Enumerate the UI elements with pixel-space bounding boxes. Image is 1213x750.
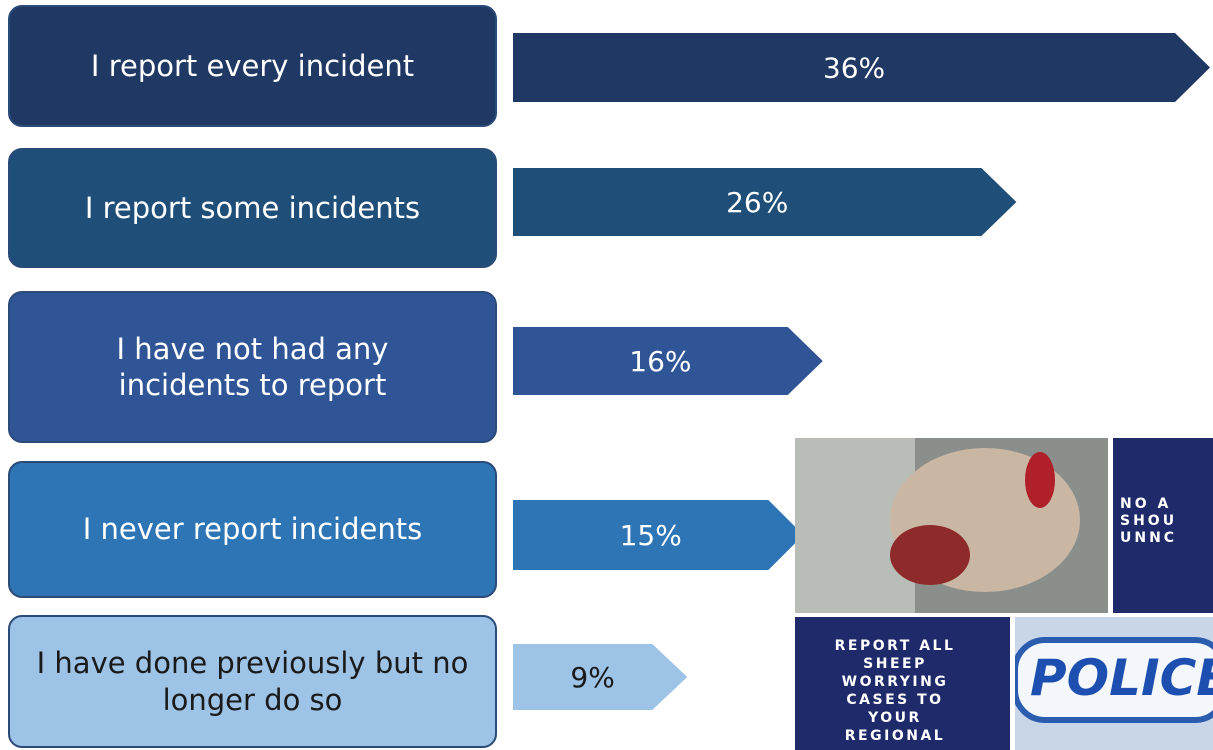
category-box: I have done previously but no longer do … xyxy=(8,615,497,748)
category-label: I have not had any incidents to report xyxy=(116,331,389,402)
panel xyxy=(795,617,1010,750)
panel-line: YOUR xyxy=(867,710,922,726)
category-label: I never report incidents xyxy=(82,512,423,547)
panel-line: UNNC xyxy=(1120,530,1177,546)
bar xyxy=(513,644,688,710)
police-sign-bg xyxy=(1015,637,1213,723)
wound xyxy=(1025,452,1055,508)
panel-text: REPORT ALL SHEEP WORRYING CASES TO YOUR REGIO… xyxy=(835,638,956,744)
arrows: 36% 26% 16% 15% 9% xyxy=(513,33,1210,710)
bar xyxy=(513,500,804,570)
panel-line: REPORT ALL xyxy=(835,638,956,654)
panel-line: CASES TO xyxy=(846,692,943,708)
value-label: 16% xyxy=(629,345,691,378)
category-box: I report some incidents xyxy=(8,148,497,268)
value-label: 26% xyxy=(726,186,788,219)
panel-line: NO A xyxy=(1120,496,1171,512)
value-label: 9% xyxy=(570,661,614,694)
panel-line: SHEEP xyxy=(863,656,927,672)
category-box: I never report incidents xyxy=(8,461,497,598)
bar xyxy=(513,168,1017,236)
category-box: I have not had any incidents to report xyxy=(8,291,497,443)
panel-line: WORRYING xyxy=(842,674,949,690)
panel-line: REGIONAL xyxy=(845,728,945,744)
police-sign: POLICE xyxy=(1030,649,1213,707)
category-label: I have done previously but no longer do … xyxy=(36,646,469,717)
bar xyxy=(513,33,1210,102)
wound xyxy=(890,525,970,585)
category-label: I report some incidents xyxy=(84,190,421,225)
bar xyxy=(513,327,823,395)
category-label: I report every incident xyxy=(90,48,415,83)
value-label: 15% xyxy=(620,519,682,552)
panel xyxy=(1113,438,1213,613)
category-box: I report every incident xyxy=(8,5,497,127)
value-label: 36% xyxy=(823,52,885,85)
panel-line: SHOU xyxy=(1120,513,1177,529)
